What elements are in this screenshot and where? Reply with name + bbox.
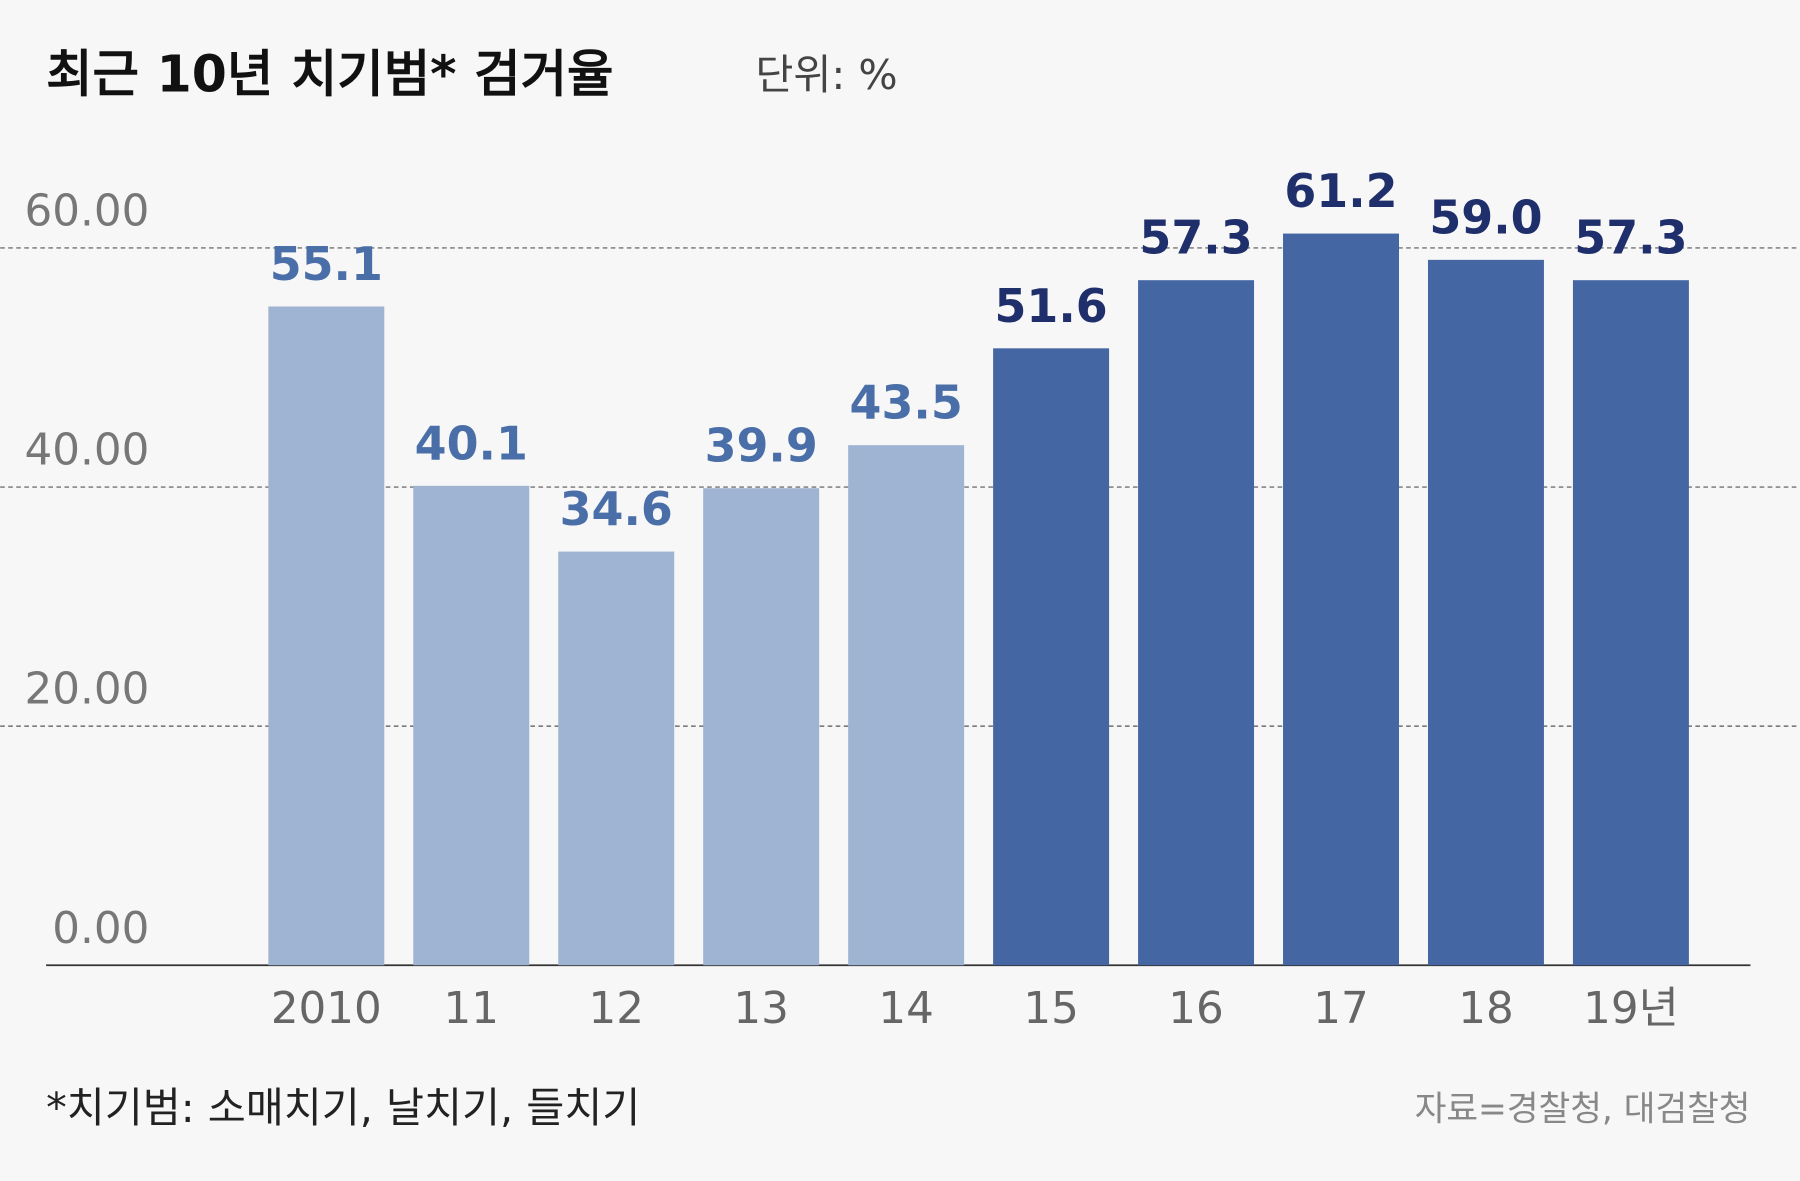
value-label: 43.5 bbox=[850, 376, 963, 430]
value-label: 59.0 bbox=[1429, 190, 1542, 244]
bar bbox=[268, 306, 385, 966]
chart-subtitle: 단위: % bbox=[755, 51, 897, 99]
y-tick-label: 60.00 bbox=[25, 186, 150, 236]
x-tick-label: 16 bbox=[1168, 984, 1224, 1034]
value-label: 40.1 bbox=[415, 416, 528, 470]
x-tick-label: 14 bbox=[878, 984, 933, 1034]
x-tick-label: 15 bbox=[1023, 984, 1079, 1034]
bar bbox=[1427, 259, 1544, 966]
bar bbox=[1138, 280, 1255, 966]
bar bbox=[413, 485, 530, 966]
bar bbox=[1283, 233, 1399, 966]
y-tick-label: 40.00 bbox=[25, 426, 150, 476]
y-tick-label: 20.00 bbox=[25, 665, 150, 715]
value-label: 55.1 bbox=[270, 237, 383, 291]
x-tick-label: 18 bbox=[1458, 984, 1514, 1034]
x-tick-label: 13 bbox=[733, 984, 788, 1034]
x-tick-label: 17 bbox=[1313, 984, 1369, 1034]
value-label: 39.9 bbox=[705, 419, 818, 473]
value-label: 57.3 bbox=[1574, 211, 1687, 265]
value-label: 57.3 bbox=[1139, 211, 1252, 265]
bar bbox=[1572, 280, 1689, 966]
value-label: 34.6 bbox=[560, 482, 673, 536]
source: 자료=경찰청, 대검찰청 bbox=[1415, 1089, 1751, 1129]
chart-title: 최근 10년 치기범* 검거율 bbox=[46, 45, 613, 104]
footnote: *치기범: 소매치기, 날치기, 들치기 bbox=[46, 1084, 640, 1132]
bar bbox=[558, 551, 675, 966]
x-tick-label: 11 bbox=[444, 984, 500, 1034]
x-tick-label: 2010 bbox=[271, 984, 382, 1034]
bar bbox=[848, 445, 965, 966]
value-label: 51.6 bbox=[994, 279, 1107, 333]
x-tick-label: 12 bbox=[588, 984, 643, 1034]
bar bbox=[993, 348, 1110, 966]
x-tick-label: 19년 bbox=[1583, 984, 1679, 1034]
value-label: 61.2 bbox=[1284, 164, 1397, 218]
y-tick-label: 0.00 bbox=[52, 904, 149, 954]
bar bbox=[703, 488, 820, 966]
